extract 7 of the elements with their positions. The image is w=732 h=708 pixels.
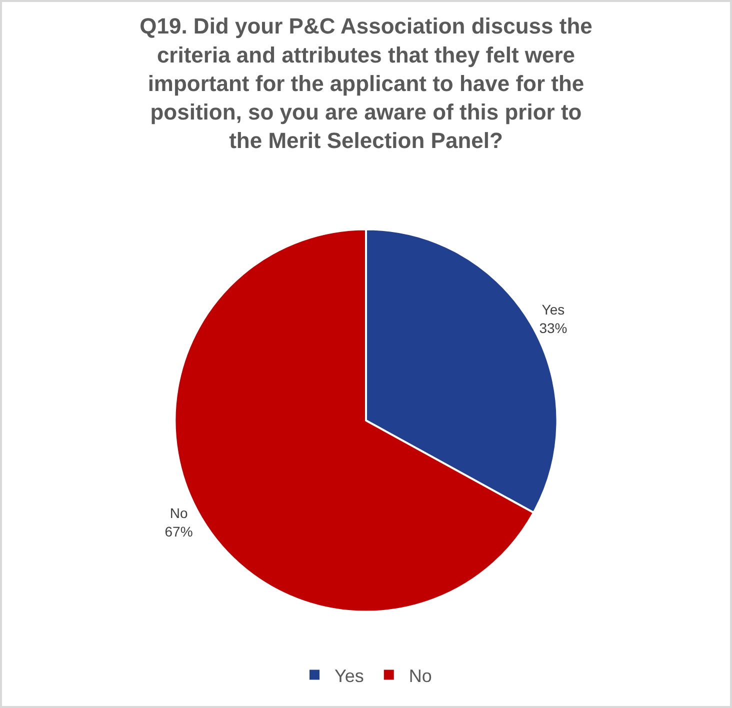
data-label: 67%	[164, 523, 193, 540]
data-label: 33%	[539, 320, 568, 336]
chart-title: Q19. Did your P&C Association discuss the criteria and attributes that they felt were important for the applicant to have for the position, so you are aware of this prior to the Merit Selection Panel?	[140, 14, 592, 154]
slice-label: Yes	[542, 302, 565, 318]
slice-label: No	[170, 505, 188, 522]
legend-label: Yes	[334, 666, 364, 686]
legend-label: No	[408, 666, 432, 686]
